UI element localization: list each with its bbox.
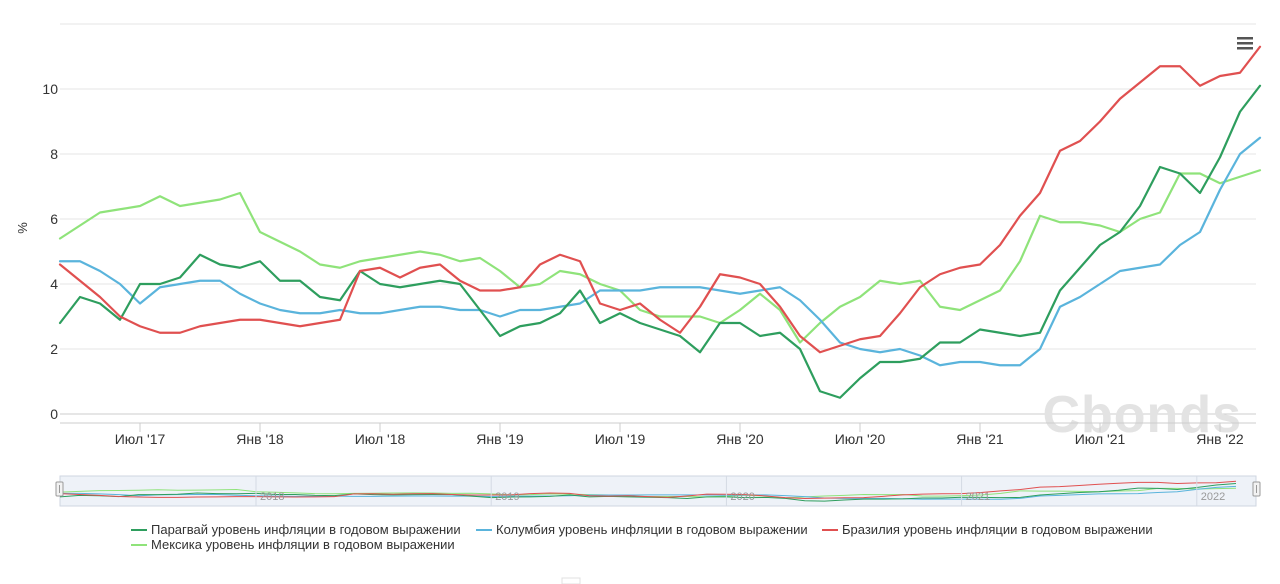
x-tick-label: Янв '18 <box>236 431 284 447</box>
legend-item-0[interactable]: Парагвай уровень инфляции в годовом выра… <box>131 522 461 537</box>
legend-label: Бразилия уровень инфляции в годовом выра… <box>842 522 1153 537</box>
x-tick-label: Янв '20 <box>716 431 764 447</box>
x-tick-label: Июл '19 <box>595 431 646 447</box>
scroll-indicator[interactable] <box>561 577 581 584</box>
y-tick-label: 2 <box>50 341 58 357</box>
x-tick-label: Янв '22 <box>1196 431 1244 447</box>
series-line-0[interactable] <box>58 84 1262 399</box>
legend-label: Мексика уровень инфляции в годовом выраж… <box>151 537 455 552</box>
y-tick-label: 10 <box>42 81 58 97</box>
x-tick-label: Июл '20 <box>835 431 886 447</box>
x-axis-ticks: Июл '17 Янв '18 Июл '18 Янв '19 Июл '19 Янв '… <box>60 422 1256 447</box>
series-line-2[interactable] <box>58 45 1262 354</box>
series-line-3[interactable] <box>58 169 1262 344</box>
y-tick-label: 8 <box>50 146 58 162</box>
y-tick-label: 0 <box>50 406 58 422</box>
range-navigator[interactable]: 2018 2019 2020 2021 2022 <box>55 475 1261 507</box>
navigator-year-label: 2022 <box>1201 491 1225 503</box>
navigator-labels: 2018 2019 2020 2021 2022 <box>255 476 1225 506</box>
legend-item-2[interactable]: Бразилия уровень инфляции в годовом выра… <box>822 522 1153 537</box>
legend-item-1[interactable]: Колумбия уровень инфляции в годовом выра… <box>476 522 808 537</box>
navigator-year-label: 2018 <box>260 491 284 503</box>
hamburger-menu-icon[interactable] <box>1232 32 1258 54</box>
series-line-1[interactable] <box>58 136 1262 367</box>
navigator-year-label: 2019 <box>495 491 519 503</box>
navigator-year-label: 2020 <box>730 491 754 503</box>
legend-item-3[interactable]: Мексика уровень инфляции в годовом выраж… <box>131 537 455 552</box>
y-tick-label: 4 <box>50 276 58 292</box>
y-axis-label: % <box>15 222 30 234</box>
legend-label: Колумбия уровень инфляции в годовом выра… <box>496 522 808 537</box>
x-tick-label: Июл '17 <box>115 431 166 447</box>
y-axis-ticks: 0 2 4 6 8 10 <box>42 81 58 422</box>
watermark-logo: Cbonds <box>1042 386 1242 444</box>
legend-label: Парагвай уровень инфляции в годовом выра… <box>151 522 461 537</box>
series-lines[interactable] <box>58 45 1262 399</box>
legend: Парагвай уровень инфляции в годовом выра… <box>131 522 1153 552</box>
y-tick-label: 6 <box>50 211 58 227</box>
grid-lines <box>60 23 1256 415</box>
navigator-year-label: 2021 <box>966 491 990 503</box>
x-tick-label: Янв '21 <box>956 431 1004 447</box>
x-tick-label: Янв '19 <box>476 431 524 447</box>
x-tick-label: Июл '18 <box>355 431 406 447</box>
x-tick-label: Июл '21 <box>1075 431 1126 447</box>
